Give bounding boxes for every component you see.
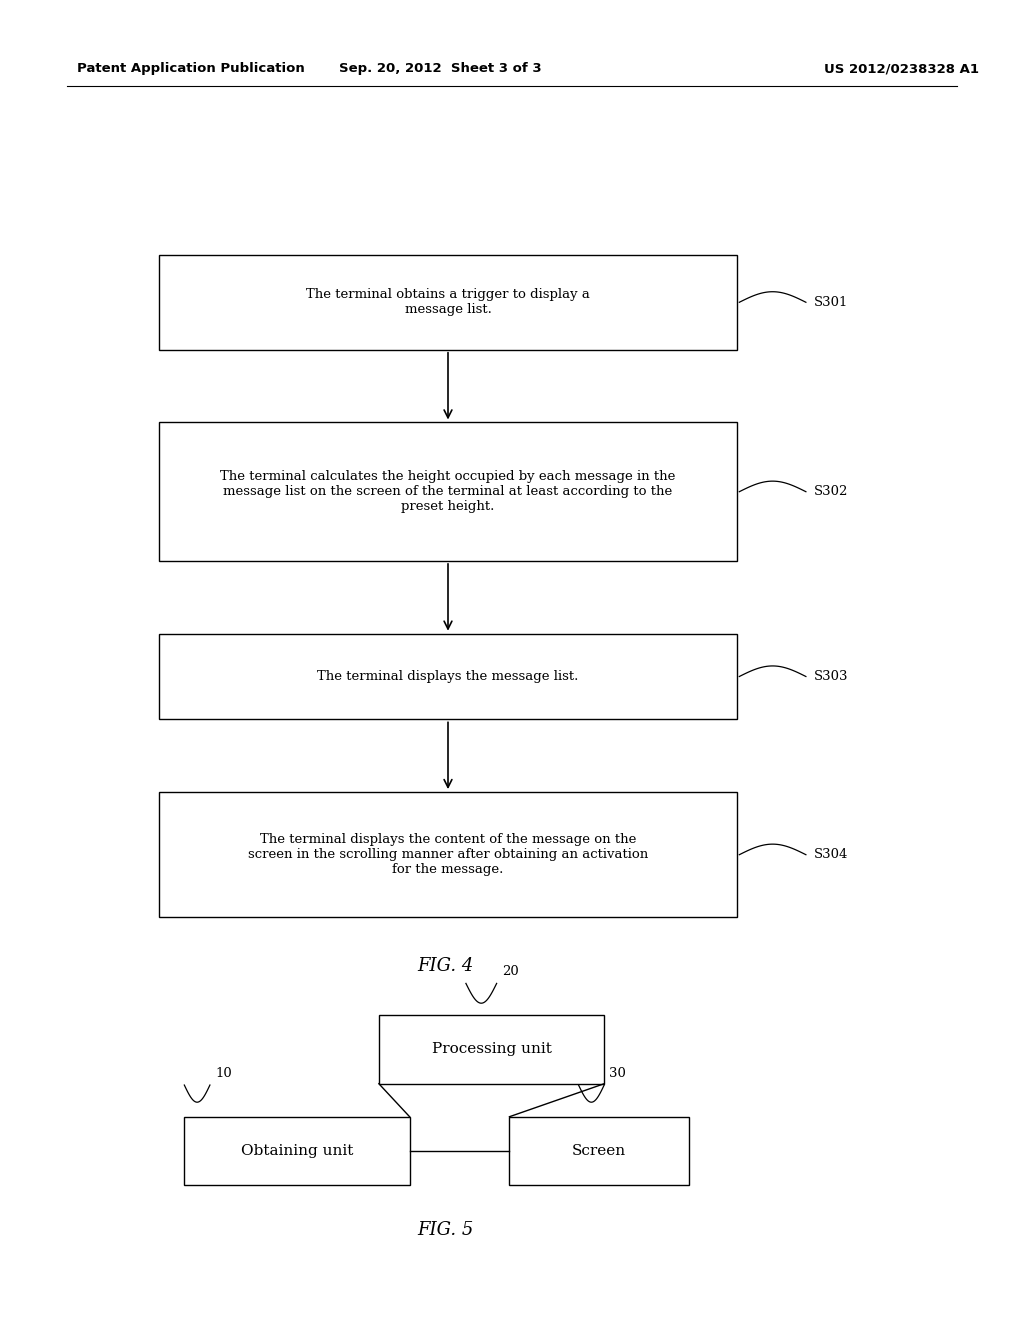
Text: The terminal displays the content of the message on the
screen in the scrolling : The terminal displays the content of the… xyxy=(248,833,648,876)
Text: S304: S304 xyxy=(814,849,849,861)
Text: S302: S302 xyxy=(814,486,849,498)
Text: S301: S301 xyxy=(814,296,849,309)
Text: FIG. 5: FIG. 5 xyxy=(417,1221,474,1239)
Bar xyxy=(159,422,737,561)
Text: 10: 10 xyxy=(215,1067,231,1080)
Bar xyxy=(509,1117,688,1185)
Text: 30: 30 xyxy=(609,1067,626,1080)
Bar xyxy=(159,634,737,719)
Text: The terminal calculates the height occupied by each message in the
message list : The terminal calculates the height occup… xyxy=(220,470,676,513)
Bar xyxy=(379,1015,604,1084)
Text: Patent Application Publication: Patent Application Publication xyxy=(77,62,304,75)
Text: Screen: Screen xyxy=(572,1144,626,1158)
Bar xyxy=(159,792,737,917)
Bar xyxy=(159,255,737,350)
Text: Processing unit: Processing unit xyxy=(431,1043,552,1056)
Bar xyxy=(184,1117,410,1185)
Text: S303: S303 xyxy=(814,671,849,682)
Text: 20: 20 xyxy=(502,965,518,978)
Text: US 2012/0238328 A1: US 2012/0238328 A1 xyxy=(823,62,979,75)
Text: The terminal obtains a trigger to display a
message list.: The terminal obtains a trigger to displa… xyxy=(306,288,590,317)
Text: Obtaining unit: Obtaining unit xyxy=(241,1144,353,1158)
Text: Sep. 20, 2012  Sheet 3 of 3: Sep. 20, 2012 Sheet 3 of 3 xyxy=(339,62,542,75)
Text: FIG. 4: FIG. 4 xyxy=(417,957,474,975)
Text: The terminal displays the message list.: The terminal displays the message list. xyxy=(317,671,579,682)
